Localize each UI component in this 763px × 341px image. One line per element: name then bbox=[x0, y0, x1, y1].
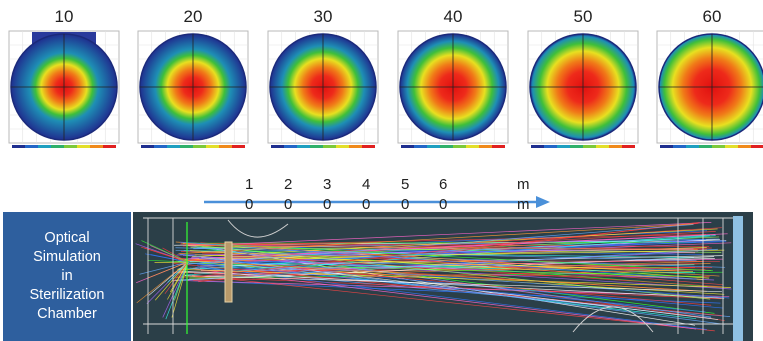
ray bbox=[201, 252, 722, 288]
ray bbox=[188, 262, 704, 277]
spot-diagram bbox=[397, 30, 509, 148]
scale-label-bottom: m bbox=[517, 196, 530, 213]
ray bbox=[141, 240, 189, 263]
spot-diagram bbox=[8, 30, 120, 148]
ray bbox=[175, 259, 707, 292]
scale-label-top: 2 bbox=[284, 176, 293, 193]
scale-label-top: m bbox=[517, 176, 530, 193]
lamp-source bbox=[224, 241, 233, 303]
ray bbox=[174, 257, 712, 306]
ray bbox=[136, 261, 189, 304]
scale-label-bottom: 0 bbox=[362, 196, 371, 213]
ray bbox=[182, 242, 696, 244]
scale-label-bottom: 0 bbox=[401, 196, 410, 213]
ray bbox=[196, 240, 725, 266]
tile-label: 30 bbox=[313, 7, 333, 26]
scale-arrow bbox=[204, 196, 550, 208]
frame-line bbox=[227, 219, 289, 238]
ray bbox=[154, 261, 189, 301]
spot-diagram bbox=[656, 30, 763, 148]
ray bbox=[162, 261, 189, 318]
scale-label-top: 6 bbox=[439, 176, 448, 193]
ray bbox=[175, 241, 720, 277]
ray bbox=[147, 259, 189, 263]
ray bbox=[177, 268, 731, 288]
scale-label-bottom: 0 bbox=[284, 196, 293, 213]
distance-scale: 1 2 3 4 5 6 m 0 0 0 0 0 0 m bbox=[190, 172, 570, 218]
ray bbox=[186, 262, 706, 313]
ray bbox=[180, 248, 718, 281]
tile-label: 10 bbox=[54, 7, 74, 26]
caption-text: Optical Simulation in Sterilization Cham… bbox=[29, 230, 105, 322]
ray bbox=[194, 254, 694, 272]
ray bbox=[193, 238, 720, 250]
ray bbox=[180, 241, 697, 280]
ray bbox=[187, 245, 698, 251]
chamber-frame bbox=[143, 217, 738, 334]
ray bbox=[179, 224, 694, 265]
scale-label-bottom: 0 bbox=[439, 196, 448, 213]
spot-diagram bbox=[137, 30, 249, 148]
ray bbox=[200, 263, 699, 273]
scale-label-top: 3 bbox=[323, 176, 332, 193]
ray bbox=[195, 223, 699, 278]
ray bbox=[192, 274, 715, 332]
frame-line bbox=[572, 306, 654, 333]
ray bbox=[182, 234, 707, 247]
spot-diagram bbox=[267, 30, 379, 148]
ray bbox=[154, 261, 189, 263]
ray bbox=[174, 261, 189, 301]
ray bbox=[147, 261, 189, 279]
ray bbox=[178, 223, 694, 255]
scale-label-top: 4 bbox=[362, 176, 371, 193]
ray-bundle bbox=[135, 221, 732, 332]
ray bbox=[144, 253, 189, 263]
ray bbox=[191, 222, 712, 247]
tile-label: 60 bbox=[702, 7, 722, 26]
ray bbox=[187, 233, 728, 260]
scale-label-bottom: 0 bbox=[245, 196, 254, 213]
ray bbox=[140, 246, 189, 263]
side-panel-caption: Optical Simulation in Sterilization Cham… bbox=[3, 212, 131, 341]
scale-label-bottom: 0 bbox=[323, 196, 332, 213]
ray bbox=[180, 279, 721, 304]
ray bbox=[198, 258, 730, 299]
ray bbox=[189, 242, 713, 272]
ray bbox=[167, 261, 189, 283]
ray bbox=[176, 248, 694, 256]
spot-diagram bbox=[527, 30, 639, 148]
ray bbox=[162, 247, 189, 263]
chamber-window bbox=[733, 216, 743, 341]
scale-label-top: 1 bbox=[245, 176, 254, 193]
tile-label: 50 bbox=[573, 7, 593, 26]
ray-trace-simulation bbox=[133, 212, 753, 341]
tile-label: 40 bbox=[443, 7, 463, 26]
ray bbox=[197, 266, 707, 330]
ray bbox=[164, 261, 189, 295]
tile-label: 20 bbox=[183, 7, 203, 26]
ray bbox=[179, 270, 725, 299]
ray bbox=[184, 275, 722, 293]
ray bbox=[167, 261, 189, 300]
ray bbox=[171, 261, 189, 318]
scale-label-top: 5 bbox=[401, 176, 410, 193]
